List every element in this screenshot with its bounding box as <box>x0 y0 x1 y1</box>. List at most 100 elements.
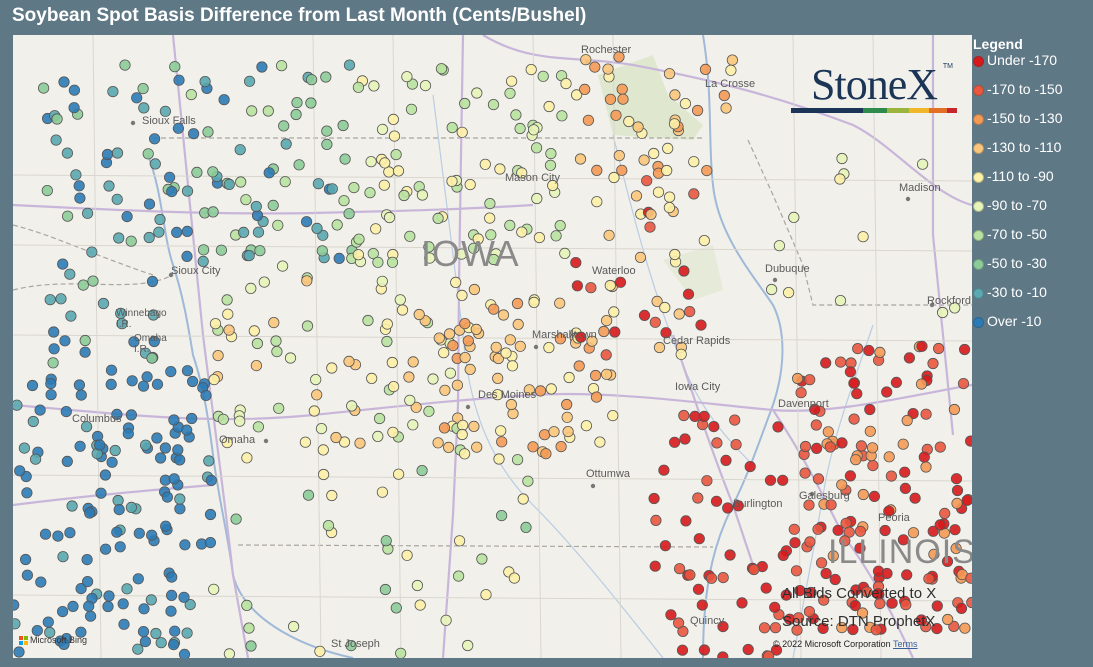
bid-location-marker[interactable] <box>651 295 663 307</box>
bid-location-marker[interactable] <box>146 529 158 541</box>
bid-location-marker[interactable] <box>854 542 866 554</box>
bid-location-marker[interactable] <box>729 414 741 426</box>
bid-location-marker[interactable] <box>315 422 328 435</box>
bid-location-marker[interactable] <box>254 245 266 257</box>
bid-location-marker[interactable] <box>810 419 822 431</box>
bid-location-marker[interactable] <box>67 600 79 613</box>
bid-location-marker[interactable] <box>492 352 504 365</box>
bid-location-marker[interactable] <box>490 341 502 353</box>
bid-location-marker[interactable] <box>320 71 332 83</box>
bid-location-marker[interactable] <box>339 153 351 165</box>
bid-location-marker[interactable] <box>21 487 33 499</box>
bid-location-marker[interactable] <box>580 420 593 432</box>
bid-location-marker[interactable] <box>121 583 133 595</box>
bid-location-marker[interactable] <box>479 158 491 170</box>
bid-location-marker[interactable] <box>427 373 439 385</box>
bid-location-marker[interactable] <box>184 598 196 611</box>
bid-location-marker[interactable] <box>203 455 215 467</box>
bid-location-marker[interactable] <box>679 433 691 445</box>
bid-location-marker[interactable] <box>543 100 555 113</box>
bid-location-marker[interactable] <box>246 105 258 117</box>
bid-location-marker[interactable] <box>440 614 452 626</box>
bid-location-marker[interactable] <box>111 193 123 205</box>
bid-location-marker[interactable] <box>613 51 625 63</box>
bid-location-marker[interactable] <box>920 461 932 473</box>
bid-location-marker[interactable] <box>825 499 837 511</box>
bid-location-marker[interactable] <box>663 202 676 214</box>
bid-location-marker[interactable] <box>603 229 615 241</box>
bid-location-marker[interactable] <box>616 83 628 95</box>
bid-location-marker[interactable] <box>262 105 274 117</box>
bid-location-marker[interactable] <box>614 276 627 288</box>
bid-location-marker[interactable] <box>717 651 729 658</box>
bid-location-marker[interactable] <box>321 125 333 137</box>
bid-location-marker[interactable] <box>579 83 591 96</box>
bid-location-marker[interactable] <box>847 623 859 636</box>
bid-location-marker[interactable] <box>100 543 112 555</box>
bid-location-marker[interactable] <box>506 360 519 372</box>
bid-location-marker[interactable] <box>172 444 184 456</box>
bid-location-marker[interactable] <box>600 368 613 380</box>
bid-location-marker[interactable] <box>79 334 91 347</box>
bid-location-marker[interactable] <box>900 599 912 611</box>
bid-location-marker[interactable] <box>544 159 557 171</box>
bid-location-marker[interactable] <box>368 80 380 92</box>
bid-location-marker[interactable] <box>517 493 529 505</box>
bid-location-marker[interactable] <box>386 256 399 268</box>
bid-location-marker[interactable] <box>345 639 357 652</box>
bid-location-marker[interactable] <box>223 178 235 190</box>
bid-location-marker[interactable] <box>543 341 555 354</box>
bid-location-marker[interactable] <box>928 548 940 560</box>
bid-location-marker[interactable] <box>372 430 384 442</box>
bid-location-marker[interactable] <box>691 104 704 117</box>
bid-location-marker[interactable] <box>35 576 47 588</box>
bid-location-marker[interactable] <box>507 407 519 420</box>
bid-location-marker[interactable] <box>197 255 209 267</box>
bid-location-marker[interactable] <box>343 59 356 71</box>
bid-location-marker[interactable] <box>708 420 720 433</box>
bid-location-marker[interactable] <box>516 167 528 179</box>
bid-location-marker[interactable] <box>199 75 211 88</box>
bid-location-marker[interactable] <box>380 535 392 547</box>
bid-location-marker[interactable] <box>55 293 67 305</box>
bid-location-marker[interactable] <box>424 252 436 264</box>
bid-location-marker[interactable] <box>291 96 303 109</box>
bid-location-marker[interactable] <box>235 176 247 188</box>
bid-location-marker[interactable] <box>649 316 661 328</box>
bid-location-marker[interactable] <box>644 221 656 233</box>
bid-location-marker[interactable] <box>560 77 572 90</box>
bid-location-marker[interactable] <box>575 331 587 343</box>
bid-location-marker[interactable] <box>317 444 329 456</box>
bid-location-marker[interactable] <box>839 535 851 547</box>
bid-location-marker[interactable] <box>815 557 828 569</box>
bid-location-marker[interactable] <box>103 180 115 192</box>
bid-location-marker[interactable] <box>353 233 365 245</box>
bid-location-marker[interactable] <box>722 502 734 514</box>
bid-location-marker[interactable] <box>458 448 471 460</box>
bid-location-marker[interactable] <box>372 256 384 268</box>
bid-location-marker[interactable] <box>916 158 929 170</box>
bid-location-marker[interactable] <box>75 389 87 401</box>
bid-location-marker[interactable] <box>711 437 723 449</box>
bid-location-marker[interactable] <box>760 582 772 594</box>
bid-location-marker[interactable] <box>234 415 246 427</box>
bid-location-marker[interactable] <box>717 620 729 633</box>
bid-location-marker[interactable] <box>672 617 685 629</box>
bid-location-marker[interactable] <box>607 409 619 422</box>
bid-location-marker[interactable] <box>495 509 508 522</box>
bid-location-marker[interactable] <box>317 468 330 481</box>
bid-location-marker[interactable] <box>13 646 25 658</box>
bid-location-marker[interactable] <box>95 487 107 499</box>
bid-location-marker[interactable] <box>520 521 532 533</box>
bid-location-marker[interactable] <box>150 627 162 640</box>
bid-location-marker[interactable] <box>534 385 547 397</box>
bid-location-marker[interactable] <box>653 341 666 354</box>
bid-location-marker[interactable] <box>678 265 690 277</box>
bid-location-marker[interactable] <box>273 402 285 414</box>
bid-location-marker[interactable] <box>717 571 729 584</box>
bid-location-marker[interactable] <box>718 89 730 102</box>
bid-location-marker[interactable] <box>395 647 407 658</box>
bid-location-marker[interactable] <box>403 371 415 383</box>
bid-location-marker[interactable] <box>379 583 391 596</box>
bid-location-marker[interactable] <box>241 599 253 612</box>
